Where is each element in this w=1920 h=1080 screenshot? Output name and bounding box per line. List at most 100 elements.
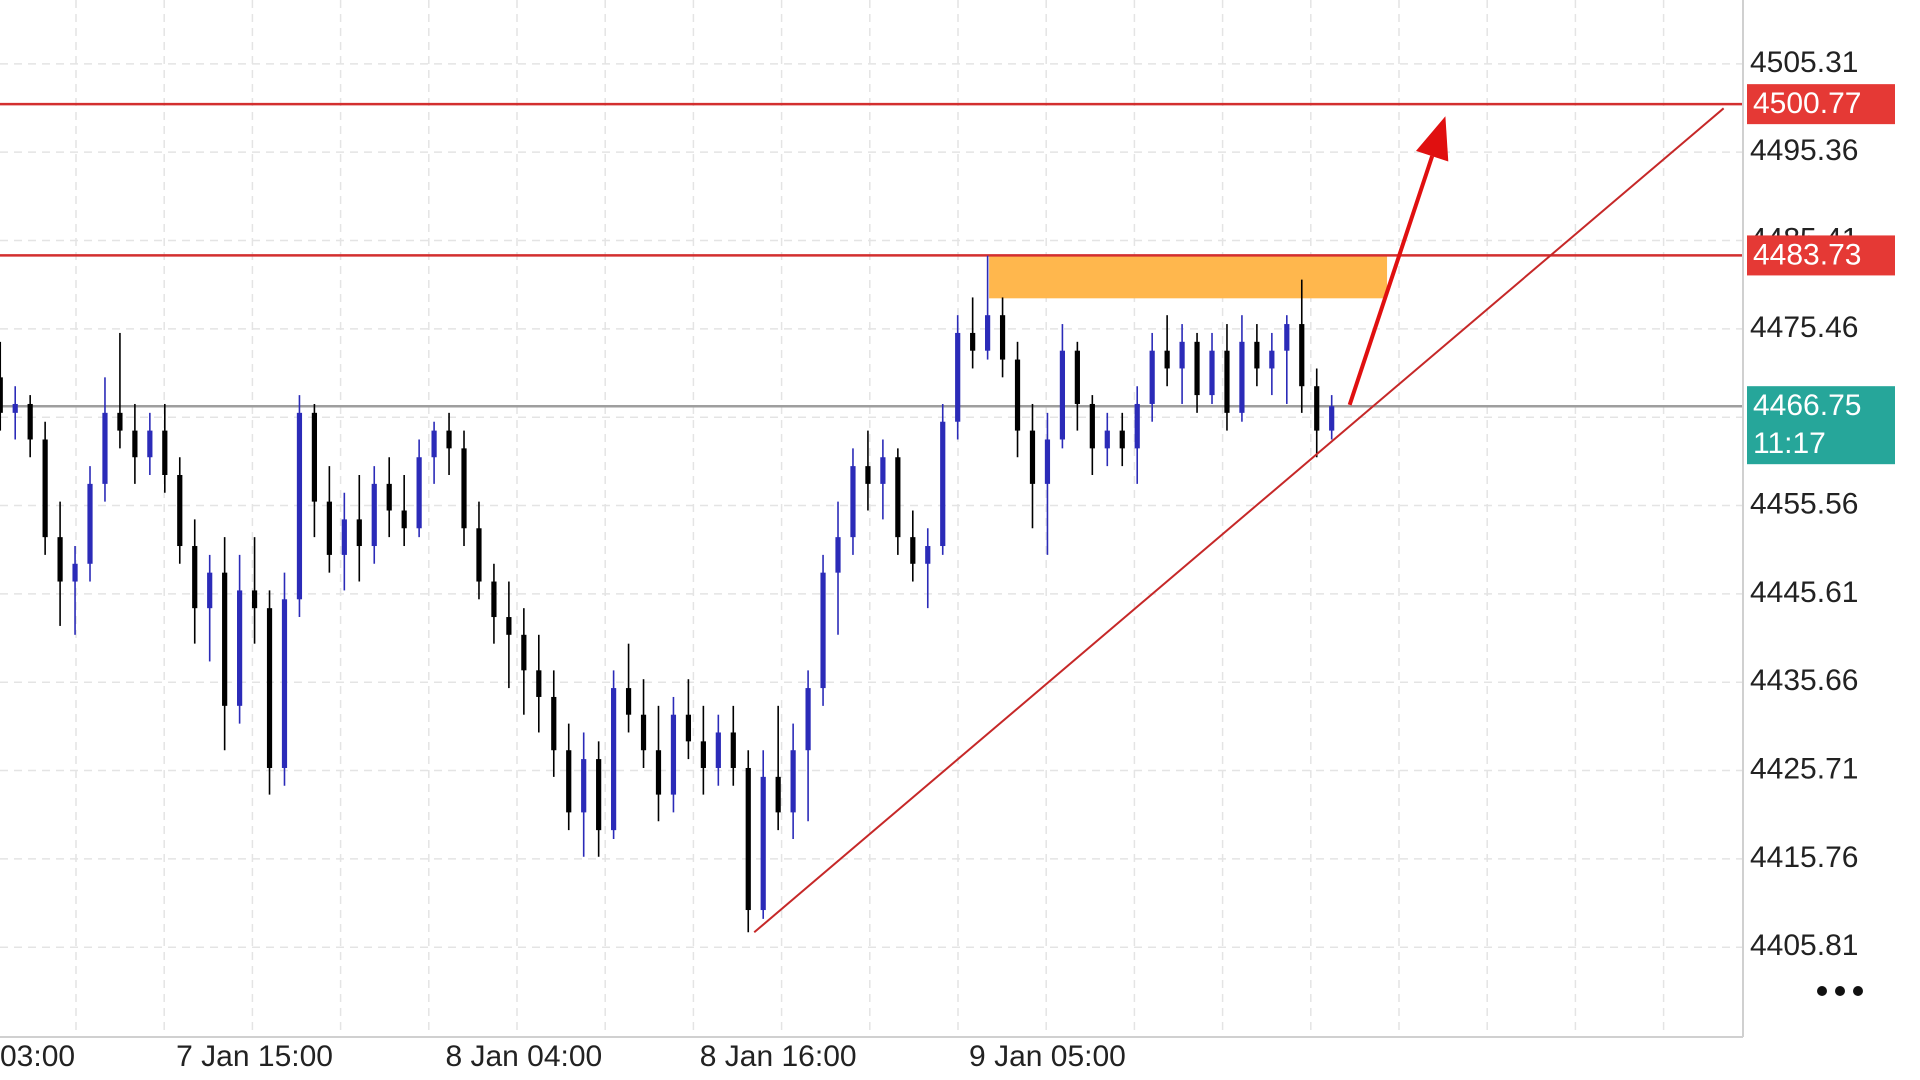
candle-body (356, 519, 362, 547)
candle-body (1134, 403, 1140, 449)
candle-body (192, 546, 198, 609)
candle-body (207, 572, 213, 609)
candle-body (1074, 350, 1080, 404)
candle-body (655, 750, 662, 795)
candle-body (162, 430, 168, 475)
candle-body (760, 776, 766, 911)
price-label: 4483.73 (1753, 238, 1861, 271)
price-label-box (1747, 84, 1895, 125)
x-tick-label: 03:00 (0, 1040, 75, 1073)
candle-body (311, 412, 318, 502)
candle-body (386, 483, 392, 511)
candle-body (1044, 439, 1051, 484)
candle-body (865, 466, 871, 484)
plot (0, 102, 1743, 933)
candle-body (0, 377, 3, 413)
candle-body (596, 759, 602, 831)
x-tick-label: 8 Jan 04:00 (445, 1040, 602, 1073)
candle-body (775, 776, 781, 813)
candle-body (72, 563, 78, 582)
candle-body (326, 501, 332, 555)
candle-body (551, 696, 557, 751)
candle-body (296, 412, 303, 600)
candle-body (955, 332, 961, 422)
candle-body (266, 608, 273, 768)
candle-body (1089, 403, 1095, 449)
candle-body (611, 688, 617, 831)
candle-body (177, 474, 183, 547)
y-tick-label: 4435.66 (1750, 664, 1858, 697)
candle-body (506, 617, 512, 635)
candle-body (491, 581, 497, 618)
candle-body (1059, 350, 1066, 440)
candle-body (685, 714, 692, 742)
candle-body (820, 572, 826, 689)
y-tick-label: 4455.56 (1750, 487, 1858, 520)
y-tick-label: 4415.76 (1750, 841, 1858, 874)
candle-body (117, 412, 123, 431)
candle-body (715, 732, 721, 768)
menu-icon[interactable] (1817, 986, 1863, 996)
y-tick-label: 4495.36 (1750, 134, 1858, 167)
candle-body (670, 714, 677, 795)
candle-body (1194, 341, 1200, 396)
candle-body (1329, 406, 1335, 431)
candle-body (566, 750, 572, 813)
y-tick-label: 4405.81 (1750, 929, 1858, 962)
candle-body (461, 448, 467, 529)
candle-body (1014, 359, 1021, 431)
candle-body (1164, 350, 1170, 369)
candle-body (87, 483, 93, 564)
candle-body (745, 767, 751, 911)
candle-body (1179, 341, 1185, 369)
candle-body (1119, 430, 1125, 449)
candle-body (12, 403, 18, 413)
grid (0, 0, 1743, 1037)
price-label-box (1747, 386, 1895, 465)
candle-body (640, 714, 647, 751)
y-tick-label: 4505.31 (1750, 46, 1858, 79)
candle-body (700, 741, 706, 768)
candle-body (42, 439, 48, 538)
x-tick-label: 7 Jan 15:00 (176, 1040, 333, 1073)
candle-body (1299, 324, 1305, 387)
candle-body (222, 572, 228, 706)
candle-body (476, 528, 482, 582)
candle-body (1314, 386, 1320, 431)
x-tick-label: 9 Jan 05:00 (969, 1040, 1126, 1073)
candle-body (1209, 350, 1215, 396)
candle-body (895, 457, 901, 538)
candle-body (925, 546, 931, 564)
candle-body (1149, 350, 1155, 404)
candle-body (27, 403, 33, 440)
candle-body (1284, 324, 1290, 351)
candle-body (147, 430, 153, 458)
arrow-head (1416, 116, 1449, 162)
candle-body (835, 537, 841, 573)
candle-body (251, 590, 258, 609)
candle-body (521, 634, 527, 671)
candle-body (102, 412, 108, 484)
candle-body (985, 315, 991, 351)
axis: 4405.81 4415.76 4425.71 4435.66 4445.61 4455.… (0, 46, 1895, 1073)
candle-body (1029, 430, 1036, 484)
price-label: 4500.77 (1753, 87, 1861, 120)
candle-body (281, 599, 288, 768)
candle-body (1254, 341, 1260, 369)
y-tick-label: 4445.61 (1750, 576, 1858, 609)
candle-body (237, 590, 243, 706)
arrow-shaft (1347, 155, 1435, 406)
candle-body (57, 537, 63, 582)
candle-body (581, 759, 587, 813)
candle-body (730, 732, 736, 768)
price-label-box (1747, 235, 1895, 276)
price-label-time: 11:17 (1753, 427, 1826, 460)
zone (989, 255, 1388, 299)
candle-body (940, 421, 946, 547)
candle-body (401, 510, 407, 529)
candle-body (999, 315, 1006, 360)
candle-body (431, 430, 437, 458)
candle-body (880, 457, 886, 484)
candle-body (1239, 341, 1245, 413)
